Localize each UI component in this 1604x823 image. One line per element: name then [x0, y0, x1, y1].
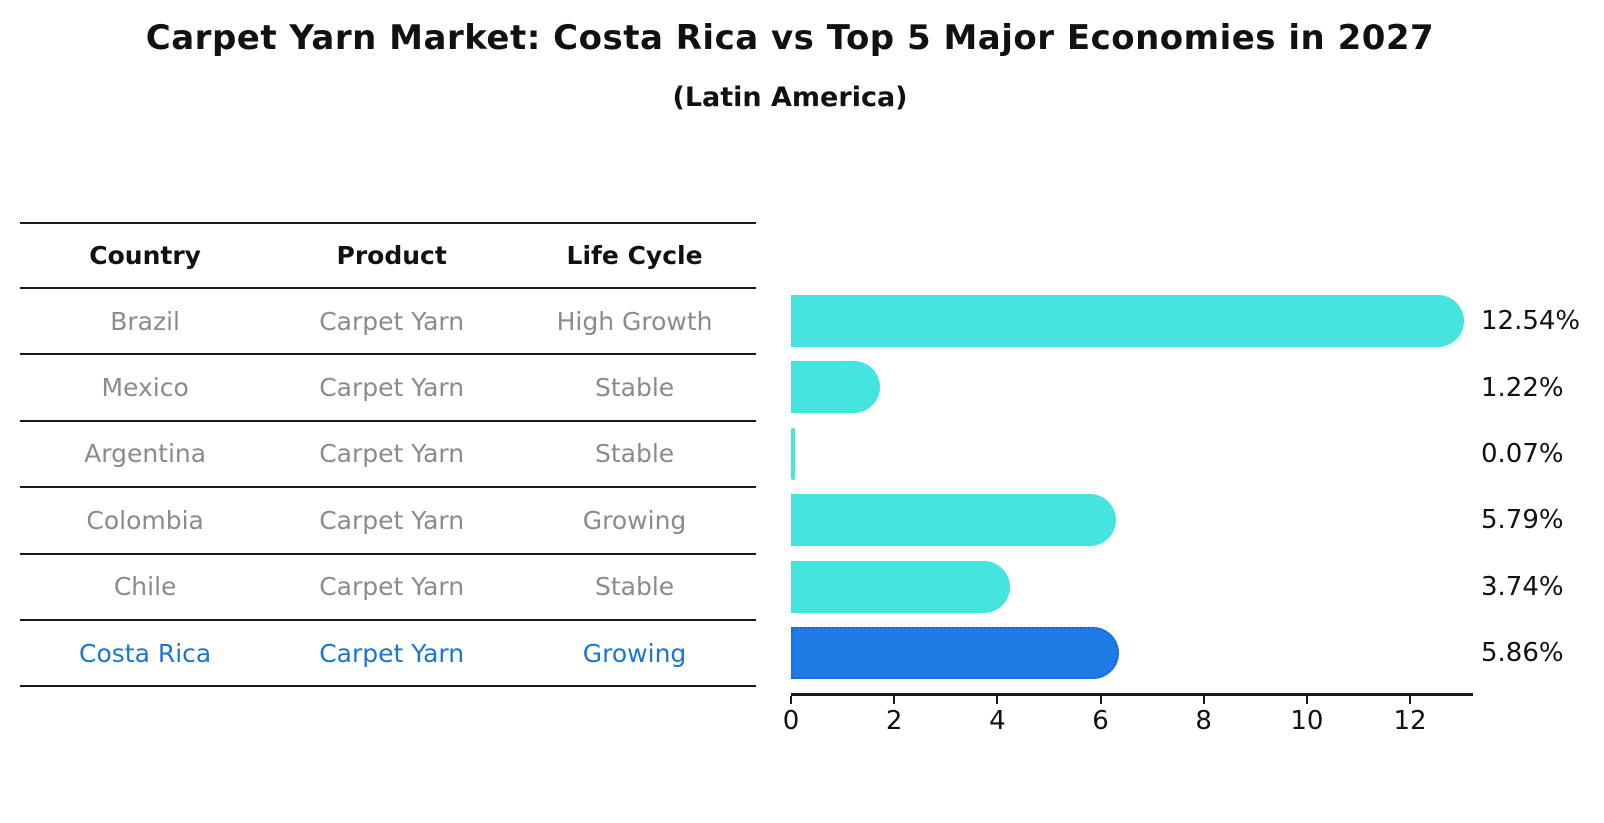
value-label-costa-rica: 5.86% — [1481, 638, 1564, 669]
cell-product: Carpet Yarn — [319, 373, 465, 403]
bar-plot — [791, 288, 1473, 686]
table-header-row: Country Product Life Cycle — [20, 224, 756, 289]
column-header-country: Country — [89, 241, 201, 270]
cell-life-cycle: High Growth — [556, 306, 713, 336]
x-axis-line — [791, 693, 1473, 696]
table-row-chile: Chile Carpet Yarn Stable — [20, 555, 756, 621]
value-label-mexico: 1.22% — [1481, 372, 1564, 403]
value-label-brazil: 12.54% — [1481, 306, 1581, 337]
table-row-costa-rica: Costa Rica Carpet Yarn Growing — [20, 621, 756, 688]
bar-costa-rica — [791, 626, 1120, 679]
bar-row-colombia — [791, 487, 1473, 553]
cell-life-cycle: Growing — [582, 638, 687, 668]
cell-country: Argentina — [84, 439, 207, 469]
value-label-chile: 3.74% — [1481, 571, 1564, 602]
cell-product: Carpet Yarn — [319, 638, 465, 668]
x-axis-tick-label: 12 — [1393, 706, 1427, 736]
x-axis-tick — [790, 696, 792, 704]
table-row-brazil: Brazil Carpet Yarn High Growth — [20, 289, 756, 356]
bar-row-mexico — [791, 354, 1473, 420]
x-axis-tick-label: 6 — [1092, 706, 1109, 736]
value-label-colombia: 5.79% — [1481, 505, 1564, 536]
x-axis: 0 2 4 6 8 10 12 — [783, 693, 1473, 753]
cell-country: Costa Rica — [79, 638, 212, 668]
cell-life-cycle: Stable — [594, 572, 675, 602]
cell-life-cycle: Stable — [594, 439, 675, 469]
x-axis-tick-label: 10 — [1290, 706, 1324, 736]
bar-row-chile — [791, 554, 1473, 620]
value-label-column: 12.54% 1.22% 0.07% 5.79% 3.74% 5.86% — [1481, 288, 1601, 686]
cell-life-cycle: Growing — [582, 505, 687, 535]
value-label-argentina: 0.07% — [1481, 438, 1564, 469]
bar-mexico — [791, 361, 880, 414]
cell-country: Brazil — [110, 306, 180, 336]
chart-subtitle: (Latin America) — [672, 82, 908, 113]
bar-chile — [791, 560, 1010, 613]
bar-row-argentina — [791, 421, 1473, 487]
bar-brazil — [791, 295, 1464, 347]
data-table: Country Product Life Cycle Brazil Carpet … — [20, 222, 756, 688]
chart-title: Carpet Yarn Market: Costa Rica vs Top 5 … — [145, 18, 1435, 58]
table-row-argentina: Argentina Carpet Yarn Stable — [20, 422, 756, 489]
cell-product: Carpet Yarn — [319, 572, 465, 602]
column-header-life-cycle: Life Cycle — [566, 241, 703, 270]
x-axis-tick — [1409, 696, 1412, 704]
x-axis-tick — [893, 696, 896, 704]
cell-product: Carpet Yarn — [319, 505, 465, 535]
bar-row-brazil — [791, 288, 1473, 354]
cell-country: Colombia — [86, 505, 204, 535]
column-header-product: Product — [336, 241, 447, 270]
bar-argentina — [791, 427, 795, 480]
table-row-colombia: Colombia Carpet Yarn Growing — [20, 488, 756, 555]
x-axis-tick-label: 0 — [782, 706, 800, 736]
x-axis-tick-label: 4 — [989, 706, 1006, 736]
bar-colombia — [791, 494, 1116, 547]
cell-product: Carpet Yarn — [319, 439, 465, 469]
bar-row-costa-rica — [791, 620, 1473, 686]
x-axis-tick — [1305, 696, 1308, 704]
cell-product: Carpet Yarn — [319, 306, 465, 336]
x-axis-tick-label: 2 — [885, 706, 903, 736]
cell-country: Chile — [113, 572, 177, 602]
cell-life-cycle: Stable — [594, 373, 675, 403]
x-axis-tick — [1202, 696, 1205, 704]
cell-country: Mexico — [101, 373, 189, 403]
table-row-mexico: Mexico Carpet Yarn Stable — [20, 355, 756, 422]
x-axis-tick-label: 8 — [1195, 706, 1212, 736]
x-axis-tick — [996, 696, 999, 704]
table-body: Brazil Carpet Yarn High Growth Mexico Carpet… — [20, 289, 756, 688]
x-axis-tick — [1099, 696, 1102, 704]
